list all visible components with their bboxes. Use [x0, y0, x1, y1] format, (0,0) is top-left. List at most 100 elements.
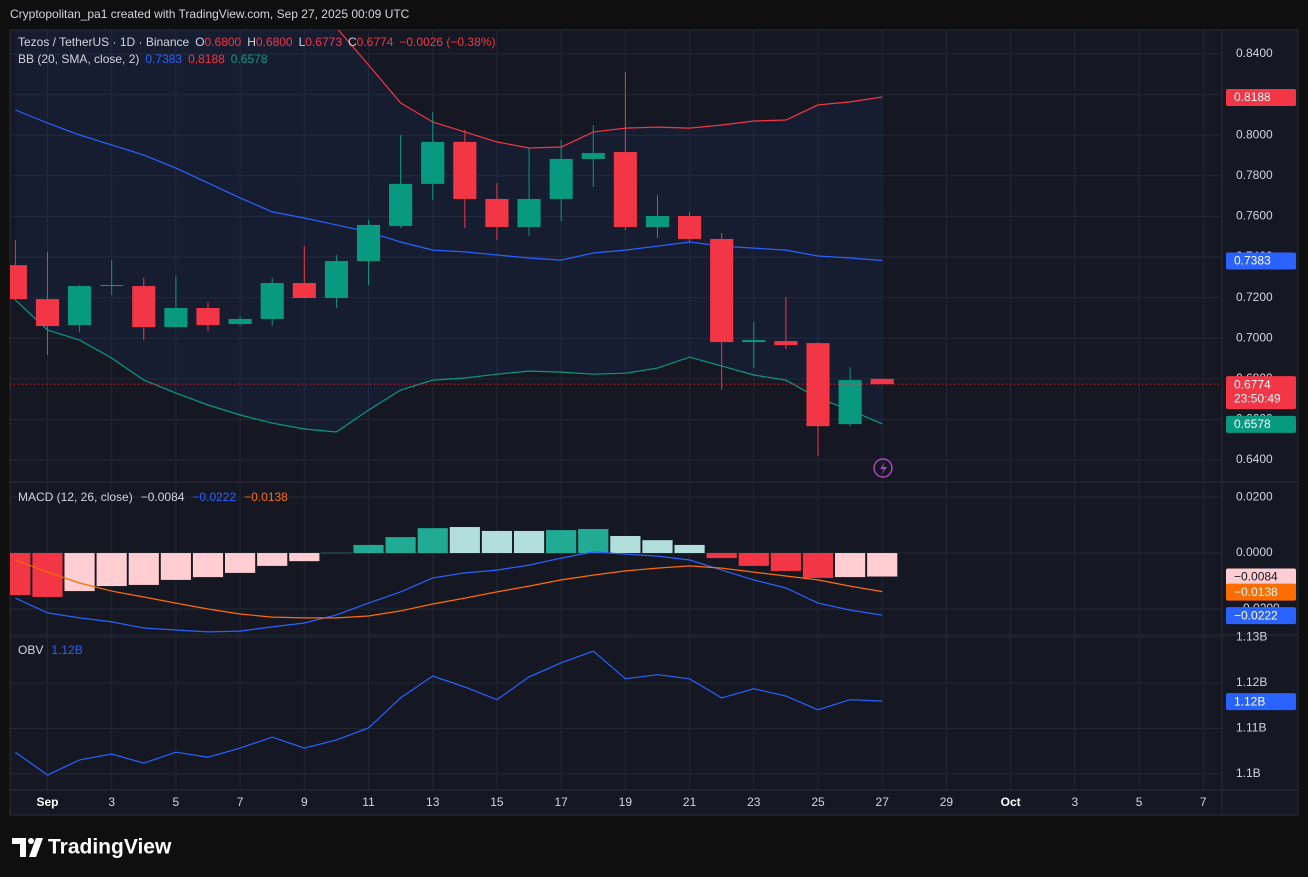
legend-item: 0.6800	[256, 35, 293, 49]
candle-body	[196, 307, 220, 326]
x-tick-label: 21	[683, 795, 697, 809]
legend-item: H	[247, 35, 256, 49]
marks-layer	[10, 30, 1222, 776]
value-badge-label: −0.0138	[1234, 585, 1278, 599]
candle-body	[645, 215, 670, 227]
y-tick-label: 0.6400	[1236, 452, 1273, 466]
alert-ring	[873, 458, 893, 478]
legend-item: 1.12B	[51, 643, 82, 657]
y-tick-label: 0.0200	[1236, 489, 1273, 503]
y-tick-label: 1.11B	[1236, 721, 1266, 735]
histogram-bar	[770, 553, 801, 571]
candle-body	[549, 158, 573, 199]
value-badge	[1226, 89, 1296, 107]
x-tick-label: 15	[490, 795, 504, 809]
x-tick-label: 25	[811, 795, 825, 809]
y-tick-label: 0.7800	[1236, 168, 1273, 182]
pane	[10, 30, 1222, 457]
legend-item: 0.8188	[188, 52, 225, 66]
histogram-bar	[449, 527, 480, 554]
x-tick-label: 23	[747, 795, 761, 809]
candle-body	[806, 343, 830, 427]
legend-item: −0.0222	[192, 490, 236, 504]
value-badge	[1226, 583, 1296, 601]
candle-body	[35, 299, 60, 327]
logo-text: TradingView	[48, 836, 172, 859]
x-tick-label: 9	[301, 795, 308, 809]
histogram-bar	[706, 553, 737, 559]
legend: OBV 1.12B	[18, 643, 83, 657]
legend-item: −0.0138	[244, 490, 288, 504]
x-tick-label: Oct	[1001, 795, 1021, 809]
value-badge	[1226, 252, 1296, 270]
candle-body	[68, 286, 92, 326]
histogram-bar	[64, 553, 95, 592]
candle-body	[389, 183, 413, 226]
histogram-bar	[225, 553, 256, 573]
series-line	[15, 109, 883, 262]
x-tick-label: 7	[1200, 795, 1207, 809]
legend-item: −0.0084	[141, 490, 185, 504]
candle-body	[100, 285, 124, 287]
histogram-bar	[353, 544, 384, 554]
histogram-bar	[385, 537, 416, 554]
candle-body	[710, 238, 734, 343]
logo: TradingView	[12, 836, 172, 859]
last-price-badge	[1226, 376, 1296, 410]
y-tick-label: 0.7200	[1236, 290, 1273, 304]
candle-body	[742, 340, 766, 343]
series-line	[15, 559, 883, 619]
legend-item: −0.0026 (−0.38%)	[399, 35, 495, 49]
histogram-bar	[128, 553, 159, 585]
histogram-bar	[802, 553, 834, 578]
x-tick-label: 19	[619, 795, 633, 809]
x-tick-label: 27	[876, 795, 890, 809]
histogram-bar	[642, 540, 673, 554]
header: Cryptopolitan_pa1 created with TradingVi…	[10, 7, 410, 21]
legend-item: 0.6773	[305, 35, 342, 49]
histogram-bar	[546, 530, 577, 554]
legend-item: 0.6578	[231, 52, 268, 66]
candle-body	[870, 378, 894, 385]
alert-icon[interactable]	[873, 458, 893, 478]
value-badge-label: 1.12B	[1234, 694, 1265, 708]
candle-body	[164, 307, 188, 328]
legend-item: OBV	[18, 643, 43, 657]
x-tick-label: 17	[554, 795, 568, 809]
legend: MACD (12, 26, close) −0.0084 −0.0222 −0.013…	[18, 490, 288, 504]
logo-mark	[29, 838, 43, 857]
histogram-bar	[835, 553, 866, 578]
candle-body	[421, 141, 445, 184]
axis-layer: Sep 3 5 7 9 11 13 15 17 19 21 23 25 27 29 Oct 3 5 7 0.6400 0…	[18, 35, 1296, 809]
value-badge	[1226, 568, 1296, 586]
x-tick-label: 3	[108, 795, 115, 809]
last-price-label: 0.6774	[1234, 377, 1271, 391]
histogram-bar	[674, 544, 705, 554]
histogram-bar	[32, 553, 63, 597]
countdown-label: 23:50:49	[1234, 391, 1281, 405]
y-tick-label: 1.12B	[1236, 675, 1267, 689]
value-badge-label: −0.0084	[1234, 570, 1278, 584]
histogram-bar	[257, 553, 288, 566]
histogram-bar	[578, 528, 609, 554]
y-tick-label: 0.8400	[1236, 46, 1273, 60]
legend-item: L	[299, 35, 306, 49]
value-badge-label: 0.7383	[1234, 254, 1271, 268]
candle-body	[774, 341, 798, 346]
legend-item: MACD (12, 26, close)	[18, 490, 133, 504]
pane	[15, 650, 883, 776]
legend-item: 0.7383	[145, 52, 182, 66]
y-tick-label: 0.8000	[1236, 127, 1273, 141]
alert-bolt	[880, 462, 887, 475]
legend-item: 0.6774	[357, 35, 394, 49]
legend-item: Tezos / TetherUS · 1D · Binance	[18, 35, 190, 49]
candle-body	[517, 198, 541, 227]
candle-body	[260, 283, 284, 319]
series-line	[15, 650, 883, 776]
candle-body	[485, 198, 509, 227]
series-line	[14, 299, 883, 433]
series-line	[15, 551, 883, 633]
x-tick-label: 29	[940, 795, 954, 809]
